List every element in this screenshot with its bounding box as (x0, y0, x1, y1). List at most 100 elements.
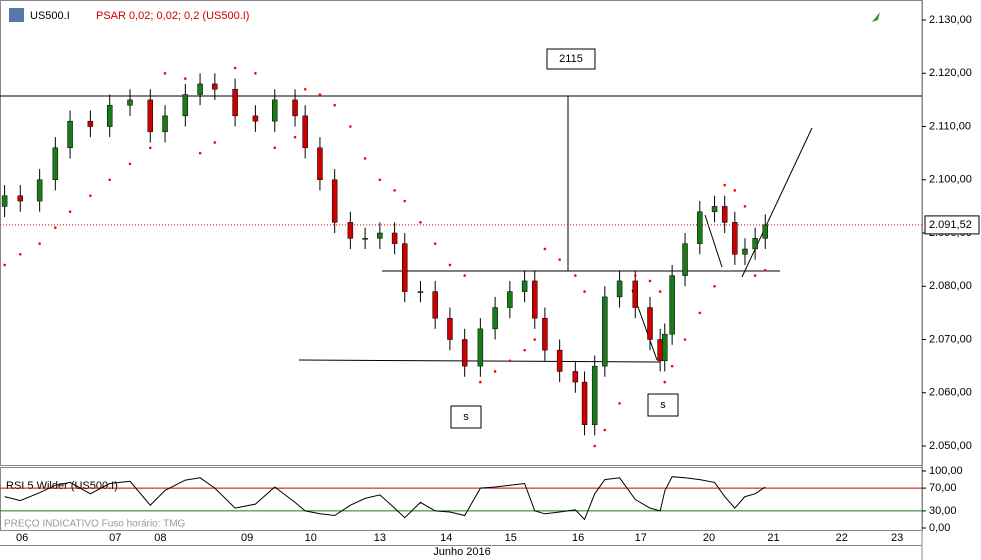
x-tick-label: 16 (572, 532, 584, 544)
rsi-line (4, 476, 766, 521)
x-tick-label: 22 (836, 532, 848, 544)
y-tick-label: 2.130,00 (929, 14, 972, 26)
psar-dot (733, 189, 737, 192)
psar-dot (303, 87, 307, 91)
x-tick-label: 06 (16, 532, 28, 544)
psar-dot (128, 162, 132, 166)
candle-body (752, 238, 758, 250)
candle-body (492, 307, 498, 330)
psar-dot (293, 135, 297, 139)
candle-body (272, 99, 278, 122)
psar-dot (318, 93, 322, 96)
symbol: US500.I (30, 10, 70, 22)
candle-body (521, 280, 528, 292)
x-tick-label: 08 (154, 532, 166, 544)
y-tick-label: 2.120,00 (929, 67, 972, 79)
candle-body (556, 349, 563, 372)
psar-dot (349, 125, 352, 128)
annotation-box (450, 405, 482, 429)
candle-body (292, 99, 298, 117)
psar-dot (618, 402, 621, 405)
candle-body (647, 307, 653, 340)
candle-body (477, 328, 484, 367)
x-tick-label: 20 (703, 532, 715, 544)
psar-dot (713, 284, 716, 288)
candle-body (662, 333, 668, 362)
y-tick-label: 2.050,00 (929, 440, 972, 452)
annotation-box (546, 48, 596, 70)
psar-dot (198, 151, 202, 155)
psar-dot (663, 380, 667, 384)
candle-body (197, 83, 203, 95)
candle-body (732, 222, 738, 255)
candle-body (377, 232, 383, 239)
x-tick-label: 13 (374, 532, 386, 544)
footer: PREÇO INDICATIVO Fuso horário: TMG (4, 519, 186, 530)
rsi-tick-label: 70,00 (929, 482, 957, 494)
x-tick-label: 23 (891, 532, 903, 544)
candle-body (461, 339, 468, 367)
drawings (0, 95, 922, 363)
psar-dot (333, 103, 336, 107)
rsi-title[interactable]: RSI 5 Wilder (US500.I) (6, 480, 118, 492)
psar-dot (68, 210, 72, 214)
last-price-box (924, 215, 980, 235)
psar-dot (533, 338, 537, 341)
candle-body (762, 224, 769, 239)
psar-dot (683, 338, 687, 341)
indicator-label[interactable]: PSAR 0,02; 0,02; 0,2 (US500.I) (96, 10, 249, 22)
psar-dot (273, 146, 277, 150)
psar-dot (479, 380, 482, 384)
psar-dot (108, 178, 112, 182)
candle-body (127, 99, 133, 106)
psar-dot (493, 370, 497, 373)
psar-dot (463, 274, 466, 277)
psar-dot (448, 263, 452, 267)
annotation: s (463, 411, 469, 423)
psar-dot (723, 183, 726, 187)
psar-dot (574, 274, 577, 277)
candle-body (331, 179, 338, 223)
psar-dot (419, 221, 422, 224)
psar-dot (670, 364, 674, 368)
psar-dot (698, 311, 702, 315)
psar-dot (648, 279, 652, 283)
candle-body (317, 147, 323, 181)
candle-body (17, 195, 24, 202)
candle-body (742, 248, 748, 255)
candle-body (632, 280, 639, 308)
y-tick-label: 2.080,00 (929, 280, 972, 292)
candle-body (721, 206, 728, 223)
y-tick-label: 2.060,00 (929, 387, 972, 399)
rsi-tick-label: 30,00 (929, 505, 957, 517)
candle-body (507, 291, 513, 308)
psar-dot (658, 290, 662, 293)
candle-body (302, 115, 308, 149)
psar-dot (3, 263, 6, 267)
psar-dot (163, 71, 167, 75)
rsi-tick-label: 0,00 (929, 522, 950, 534)
annotation: 2115 (559, 53, 583, 65)
x-tick-label: 09 (241, 532, 253, 544)
symbol-icon (9, 8, 24, 22)
psar-dot (543, 247, 547, 251)
x-axis-label: Junho 2016 (433, 546, 491, 558)
candle-body (232, 88, 238, 117)
candle-body (106, 104, 113, 127)
candle-body (362, 238, 368, 240)
psar-dot (593, 444, 596, 448)
psar-dot (38, 242, 41, 245)
annotation-box (647, 393, 679, 417)
x-tick-label: 14 (440, 532, 452, 544)
psar-dot (603, 428, 607, 432)
psar-dot (523, 348, 526, 352)
last-price-label: 2.091,52 (929, 219, 972, 231)
candle-body (581, 381, 588, 425)
psar-dot (18, 253, 22, 256)
psar-dot (54, 226, 57, 229)
candle-body (616, 280, 623, 298)
x-tick-label: 10 (305, 532, 317, 544)
psar-dot (743, 205, 747, 208)
